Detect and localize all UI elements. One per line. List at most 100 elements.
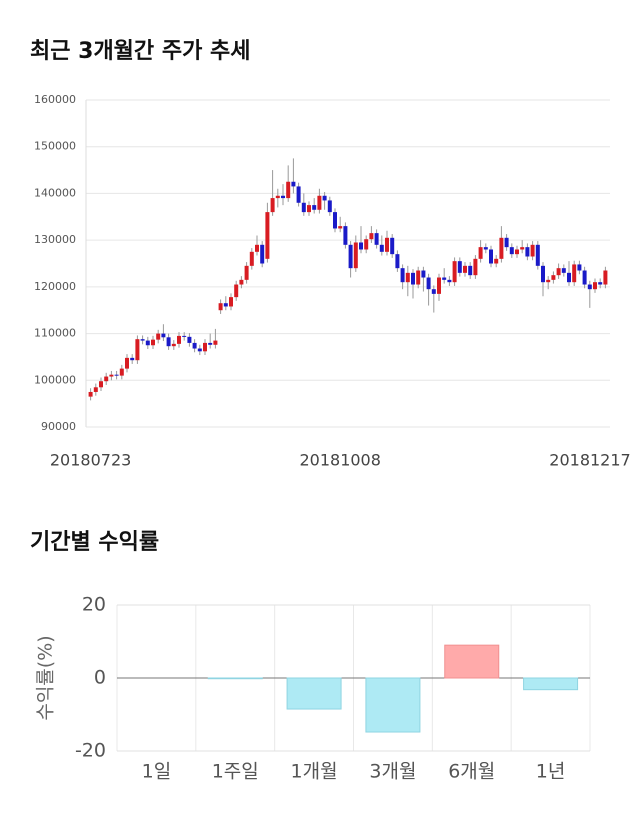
candle-body	[291, 181, 296, 187]
bar	[444, 644, 500, 679]
candle-body	[442, 277, 447, 280]
candle-body	[197, 348, 202, 352]
candle-body	[145, 340, 150, 346]
candle-body	[530, 244, 535, 257]
candle-body	[244, 265, 249, 280]
candle-body	[307, 205, 311, 213]
candle-body	[166, 337, 171, 347]
candle-body	[343, 226, 348, 245]
candle-body	[104, 376, 109, 382]
candle-body	[603, 270, 608, 285]
candle-body	[296, 186, 301, 203]
candle-body	[520, 247, 525, 250]
candle-body	[265, 212, 270, 259]
candle-body	[567, 272, 571, 283]
candle-body	[582, 270, 587, 285]
candle-body	[286, 181, 291, 199]
y-tick-label: 110000	[34, 327, 76, 340]
candle-body	[556, 268, 561, 276]
candle-body	[213, 340, 218, 345]
candle-body	[535, 244, 540, 266]
candle-body	[260, 244, 265, 264]
candle-body	[249, 251, 254, 266]
candle-body	[312, 205, 317, 210]
candle-body	[203, 342, 207, 352]
x-tick-label: 6개월	[448, 761, 495, 783]
candle-body	[187, 336, 192, 343]
candle-body	[431, 289, 436, 294]
candle-body	[504, 237, 509, 248]
chart-title: 기간별 수익률	[30, 530, 159, 555]
candle-body	[468, 265, 473, 276]
x-tick-label: 1개월	[291, 761, 338, 783]
y-tick-label: 140000	[34, 186, 76, 199]
candle-body	[301, 202, 306, 213]
candle-body	[270, 198, 275, 213]
candle-body	[109, 374, 114, 377]
y-axis-label: 수익률(%)	[35, 635, 57, 720]
candle-body	[483, 247, 488, 250]
candle-body	[426, 277, 431, 290]
y-tick-label: 130000	[34, 233, 76, 246]
y-tick-label: 120000	[34, 280, 76, 293]
candle-body	[463, 265, 467, 273]
chart-title: 최근 3개월간 주가 추세	[30, 39, 250, 64]
candle-body	[119, 368, 124, 376]
candle-body	[499, 237, 504, 259]
candle-body	[229, 297, 233, 307]
candle-body	[239, 279, 244, 285]
candle-body	[223, 303, 228, 307]
candle-body	[577, 264, 582, 271]
x-tick-label: 1주일	[212, 761, 259, 783]
candle-body	[322, 195, 327, 201]
x-tick-label: 1년	[536, 761, 566, 783]
candle-body	[494, 258, 499, 264]
candle-body	[400, 268, 405, 283]
candle-body	[161, 333, 166, 338]
candle-body	[411, 272, 415, 285]
candle-body	[551, 275, 556, 280]
x-tick-label: 20181217	[549, 451, 630, 470]
candle-body	[541, 265, 545, 283]
candle-body	[177, 335, 181, 344]
candle-body	[281, 195, 285, 199]
candle-body	[182, 335, 187, 337]
candle-body	[452, 261, 457, 283]
candle-body	[473, 258, 478, 276]
candle-body	[114, 374, 119, 376]
candle-body	[359, 242, 363, 250]
candle-body	[156, 333, 161, 340]
candle-body	[379, 244, 384, 252]
candle-body	[374, 233, 379, 245]
bar	[523, 677, 579, 691]
candle-body	[192, 342, 197, 349]
candle-body	[88, 391, 93, 397]
candle-body	[447, 279, 452, 283]
y-tick-label: 100000	[34, 373, 76, 386]
candle-body	[385, 237, 389, 252]
candle-body	[390, 237, 395, 255]
candle-body	[587, 284, 592, 290]
candle-body	[515, 249, 519, 255]
x-tick-label: 20181008	[299, 451, 380, 470]
candle-body	[489, 249, 493, 264]
candle-body	[364, 239, 369, 250]
candle-body	[140, 339, 145, 341]
x-tick-label: 3개월	[369, 761, 416, 783]
candle-body	[421, 270, 426, 278]
candle-body	[255, 244, 259, 252]
candle-body	[338, 226, 343, 229]
y-tick-label: 160000	[34, 93, 76, 106]
y-tick-label: 20	[82, 594, 106, 616]
candle-body	[327, 200, 332, 213]
candle-body	[317, 195, 322, 210]
candle-body	[457, 261, 462, 273]
bar	[207, 677, 263, 680]
candle-body	[151, 339, 155, 346]
candle-body	[130, 357, 135, 361]
candle-body	[561, 268, 566, 273]
bar	[365, 677, 421, 733]
y-tick-label: 150000	[34, 140, 76, 153]
candle-body	[572, 264, 577, 283]
